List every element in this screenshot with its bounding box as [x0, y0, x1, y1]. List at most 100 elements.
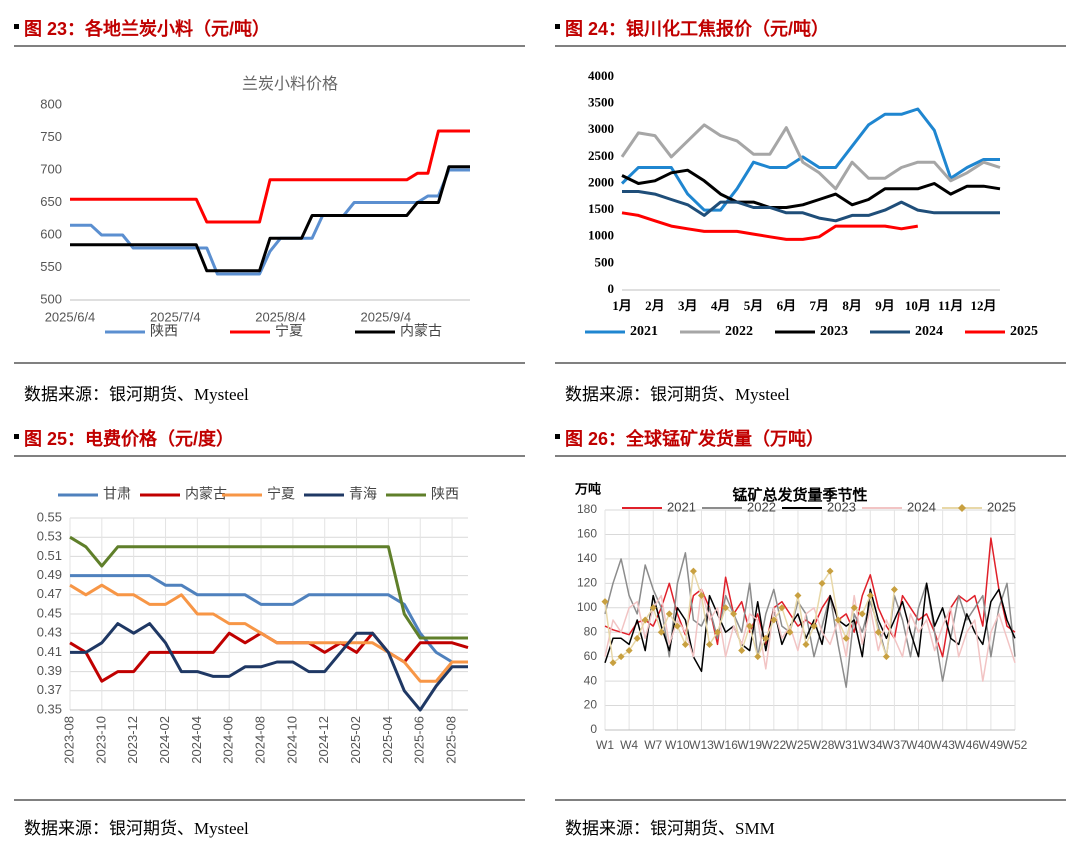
x-tick-label: W31 [834, 738, 859, 752]
legend-label: 内蒙古 [400, 323, 442, 339]
point-marker [673, 622, 681, 630]
y-tick-label: 1500 [588, 201, 614, 216]
legend-label: 2023 [827, 499, 856, 514]
x-tick-label: W4 [620, 738, 638, 752]
point-marker [826, 567, 834, 575]
legend-label: 宁夏 [275, 323, 303, 339]
chart-title: 兰炭小料价格 [242, 75, 338, 93]
series-line [70, 165, 470, 273]
point-marker [714, 628, 722, 636]
y-tick-label: 600 [40, 226, 62, 241]
point-marker [665, 610, 673, 618]
point-marker [617, 653, 625, 661]
legend-label: 青海 [349, 486, 377, 502]
caption: 图 26：全球锰矿发货量（万吨） [565, 428, 824, 449]
point-marker [794, 592, 802, 600]
x-tick-label: W52 [1003, 738, 1028, 752]
point-marker [706, 640, 714, 648]
y-tick-label: 0 [590, 722, 597, 736]
point-marker [746, 622, 754, 630]
point-marker [786, 628, 794, 636]
legend-label: 2021 [667, 499, 696, 514]
y-tick-label: 0 [608, 281, 615, 296]
point-marker [858, 610, 866, 618]
x-tick-label: W46 [954, 738, 979, 752]
point-marker [850, 604, 858, 612]
point-marker [657, 628, 665, 636]
caption: 图 23：各地兰炭小料（元/吨） [24, 18, 270, 39]
point-marker [866, 592, 874, 600]
caption: 图 25：电费价格（元/度） [24, 428, 234, 449]
y-tick-label: 750 [40, 129, 62, 144]
y-tick-label: 80 [584, 624, 598, 638]
x-tick-label: 3月 [678, 298, 698, 313]
y-tick-label: 0.37 [37, 682, 62, 697]
x-tick-label: 2023-10 [93, 716, 108, 764]
legend-label: 2023 [820, 324, 848, 339]
series-line [70, 622, 468, 712]
point-marker [834, 616, 842, 624]
x-tick-label: W37 [882, 738, 907, 752]
y-tick-label: 500 [40, 291, 62, 306]
y-tick-label: 20 [584, 698, 598, 712]
x-tick-label: 2025/6/4 [45, 309, 96, 324]
legend-label: 2022 [725, 324, 753, 339]
x-tick-label: 7月 [809, 298, 829, 313]
y-axis-label: 万吨 [574, 481, 601, 496]
series-line [621, 168, 1001, 209]
bullet [555, 434, 560, 439]
y-tick-label: 160 [577, 527, 597, 541]
bullet [14, 24, 19, 29]
y-tick-label: 0.49 [37, 567, 62, 582]
series-line [604, 588, 1016, 682]
y-tick-label: 0.45 [37, 605, 62, 620]
point-marker [778, 604, 786, 612]
series-line [622, 190, 1000, 223]
y-tick-label: 100 [577, 600, 597, 614]
y-tick-label: 2000 [588, 174, 614, 189]
x-tick-label: W10 [665, 738, 690, 752]
y-tick-label: 180 [577, 502, 597, 516]
x-tick-label: 8月 [842, 298, 862, 313]
y-tick-label: 0.39 [37, 663, 62, 678]
point-marker [697, 592, 705, 600]
point-marker [882, 653, 890, 661]
source: 数据来源：银河期货、SMM [565, 819, 775, 838]
x-tick-label: 2月 [645, 298, 665, 313]
series-line [621, 211, 919, 241]
legend-label: 陕西 [150, 323, 178, 339]
x-tick-label: 9月 [875, 298, 895, 313]
legend-label: 甘肃 [103, 486, 131, 502]
point-marker [842, 634, 850, 642]
series-line [604, 582, 1016, 673]
legend-label: 2024 [915, 324, 943, 339]
source: 数据来源：银河期货、Mysteel [24, 385, 249, 404]
y-tick-label: 4000 [588, 68, 614, 83]
x-tick-label: 2025/9/4 [360, 309, 411, 324]
point-marker [633, 634, 641, 642]
point-marker [818, 579, 826, 587]
x-tick-label: 2025-04 [380, 716, 395, 764]
series-line [620, 123, 1001, 191]
series-line [70, 129, 470, 224]
x-tick-label: 2024-08 [252, 716, 267, 764]
x-tick-label: W40 [906, 738, 931, 752]
source: 数据来源：银河期货、Mysteel [565, 385, 790, 404]
series-line [69, 631, 469, 683]
point-marker [874, 628, 882, 636]
point-marker [762, 634, 770, 642]
x-tick-label: W25 [786, 738, 811, 752]
x-tick-label: 2025-02 [348, 716, 363, 764]
source: 数据来源：银河期货、Mysteel [24, 819, 249, 838]
legend-label: 2025 [1010, 324, 1038, 339]
legend-label: 宁夏 [267, 486, 295, 502]
x-tick-label: 2023-08 [61, 716, 76, 764]
y-tick-label: 0.53 [37, 529, 62, 544]
y-tick-label: 700 [40, 161, 62, 176]
series-line [620, 107, 1000, 212]
x-tick-label: 2024-10 [284, 716, 299, 764]
legend-label: 2025 [987, 499, 1016, 514]
x-tick-label: 2023-12 [125, 716, 140, 764]
x-tick-label: 2025-06 [412, 716, 427, 764]
x-tick-label: 1月 [612, 298, 632, 313]
